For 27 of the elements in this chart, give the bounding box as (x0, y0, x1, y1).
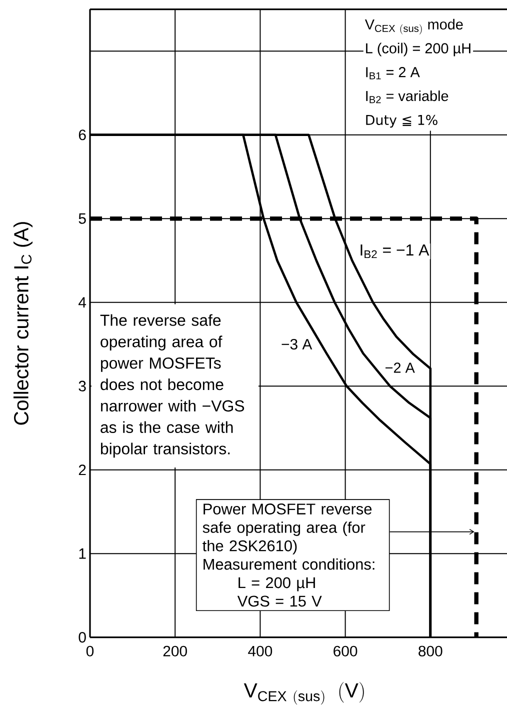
annotation: Measurement conditions: (204, 558, 374, 570)
y-tick-label: 1 (79, 548, 86, 559)
series-label: −2 A (386, 362, 415, 373)
x-tick-label: 400 (248, 646, 272, 656)
annotation: I$_{B2}$ = variable (366, 90, 448, 104)
x-tick-label: 600 (334, 646, 358, 656)
annotation: $\mathrm{V}_{\mathrm{CEX\ (sus)}}\ \mathrm{mode}$ (364, 18, 463, 34)
x-tick-label: 800 (418, 646, 442, 656)
annotation: I$_{B1}$ = 2 A (366, 67, 420, 80)
y-tick-label: 6 (78, 130, 86, 140)
y-tick-label: 2 (78, 464, 86, 476)
annotation: Power MOSFET reverse safe operating area (for the 2SK2610) (202, 504, 372, 554)
x-tick-label: 200 (163, 646, 187, 656)
annotation: The reverse safe operating area of power MOSFETs does not become narrower with −VGS as is the case with bipolar transistors. (100, 314, 244, 458)
annotation: L = 200 µH (238, 577, 315, 592)
annotation: Duty ≦ 1% (366, 114, 438, 128)
x-axis-title: $\mathrm{V}_{\mathrm{CEX\ (sus)}}\ \ \mathrm{(V)}$ (244, 682, 364, 705)
y-axis-title: Collector current I$_{C}$ (A) (13, 222, 33, 425)
x-tick-label: 0 (86, 646, 94, 656)
series-label: −3 A (282, 338, 312, 350)
series-label: I$_{B2}$ = −1 A (360, 244, 430, 258)
y-tick-label: 3 (78, 380, 86, 392)
y-tick-label: 5 (78, 213, 86, 224)
y-tick-label: 0 (78, 632, 86, 643)
y-tick-label: 4 (78, 297, 86, 308)
annotation: L (coil) = 200 µH (366, 42, 470, 56)
annotation: VGS = 15 V (237, 596, 322, 607)
